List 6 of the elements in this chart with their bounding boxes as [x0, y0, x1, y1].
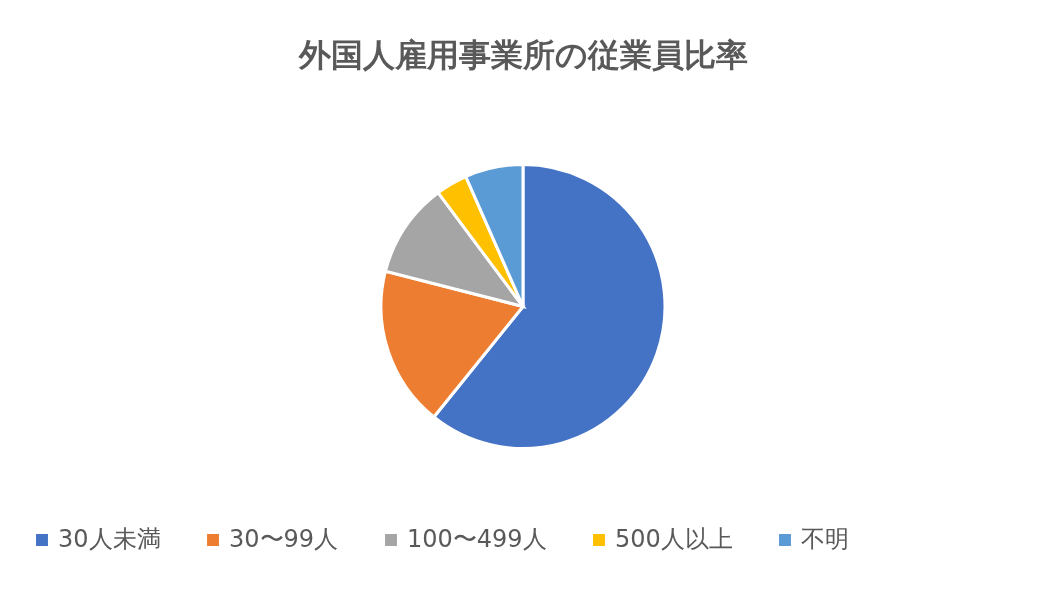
legend-label: 30〜99人	[229, 525, 339, 553]
legend-label: 30人未満	[58, 525, 161, 553]
legend-label: 不明	[801, 525, 849, 553]
chart-title: 外国人雇用事業所の従業員比率	[297, 36, 748, 74]
legend-label: 100〜499人	[407, 525, 547, 553]
legend-label: 500人以上	[615, 525, 733, 553]
